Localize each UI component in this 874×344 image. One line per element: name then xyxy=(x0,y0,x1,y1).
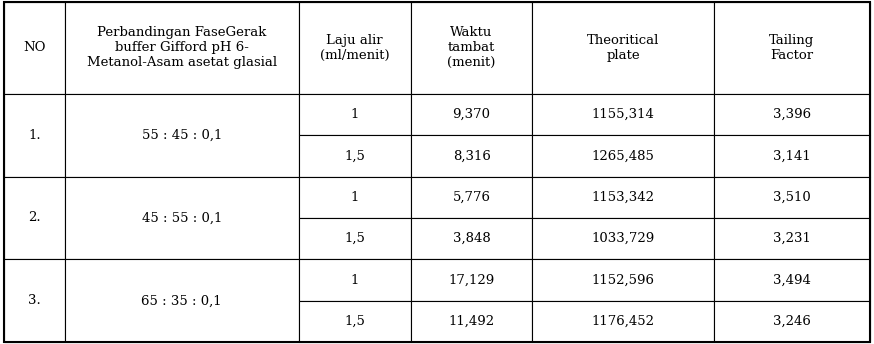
Bar xyxy=(65,259,299,342)
Text: 3.: 3. xyxy=(28,294,41,307)
Bar xyxy=(299,2,411,94)
Bar xyxy=(532,301,714,342)
Text: 1: 1 xyxy=(350,191,359,204)
Text: 3,396: 3,396 xyxy=(773,108,811,121)
Text: 3,231: 3,231 xyxy=(773,232,811,245)
Bar xyxy=(532,176,714,218)
Text: 1033,729: 1033,729 xyxy=(592,232,655,245)
Bar xyxy=(411,301,532,342)
Bar xyxy=(714,218,870,259)
Bar xyxy=(714,259,870,301)
Bar xyxy=(299,135,411,176)
Text: 8,316: 8,316 xyxy=(453,149,490,162)
Text: 1,5: 1,5 xyxy=(344,232,365,245)
Text: 45 : 55 : 0,1: 45 : 55 : 0,1 xyxy=(142,212,222,225)
Bar xyxy=(714,135,870,176)
Bar xyxy=(532,94,714,135)
Text: 1152,596: 1152,596 xyxy=(592,273,655,287)
Text: 5,776: 5,776 xyxy=(453,191,490,204)
Bar xyxy=(532,2,714,94)
Bar xyxy=(299,301,411,342)
Text: Laju alir
(ml/menit): Laju alir (ml/menit) xyxy=(320,34,390,62)
Text: Theoritical
plate: Theoritical plate xyxy=(586,34,659,62)
Text: 1153,342: 1153,342 xyxy=(592,191,655,204)
Bar xyxy=(299,176,411,218)
Text: 3,141: 3,141 xyxy=(773,149,810,162)
Bar xyxy=(4,176,65,259)
Bar xyxy=(411,259,532,301)
Text: 2.: 2. xyxy=(28,212,41,225)
Text: 1: 1 xyxy=(350,108,359,121)
Bar xyxy=(411,135,532,176)
Text: 3,246: 3,246 xyxy=(773,315,811,328)
Text: Tailing
Factor: Tailing Factor xyxy=(769,34,815,62)
Bar xyxy=(299,218,411,259)
Bar xyxy=(714,2,870,94)
Text: 3,510: 3,510 xyxy=(773,191,810,204)
Text: 1265,485: 1265,485 xyxy=(592,149,655,162)
Bar xyxy=(532,218,714,259)
Bar xyxy=(411,94,532,135)
Bar xyxy=(65,94,299,176)
Bar xyxy=(4,2,65,94)
Bar xyxy=(411,176,532,218)
Bar xyxy=(532,135,714,176)
Bar xyxy=(714,94,870,135)
Text: 1176,452: 1176,452 xyxy=(592,315,655,328)
Text: 11,492: 11,492 xyxy=(448,315,495,328)
Text: 9,370: 9,370 xyxy=(453,108,490,121)
Bar xyxy=(65,176,299,259)
Bar xyxy=(714,176,870,218)
Text: 65 : 35 : 0,1: 65 : 35 : 0,1 xyxy=(142,294,222,307)
Text: 3,848: 3,848 xyxy=(453,232,490,245)
Text: NO: NO xyxy=(24,41,46,54)
Text: 1.: 1. xyxy=(28,129,41,142)
Text: 1: 1 xyxy=(350,273,359,287)
Text: 1155,314: 1155,314 xyxy=(592,108,655,121)
Bar xyxy=(532,259,714,301)
Text: 1,5: 1,5 xyxy=(344,315,365,328)
Text: 3,494: 3,494 xyxy=(773,273,811,287)
Bar xyxy=(411,218,532,259)
Bar xyxy=(4,94,65,176)
Bar xyxy=(65,2,299,94)
Bar xyxy=(411,2,532,94)
Bar xyxy=(299,94,411,135)
Text: Waktu
tambat
(menit): Waktu tambat (menit) xyxy=(447,26,496,69)
Bar xyxy=(299,259,411,301)
Bar xyxy=(4,259,65,342)
Text: 1,5: 1,5 xyxy=(344,149,365,162)
Text: 55 : 45 : 0,1: 55 : 45 : 0,1 xyxy=(142,129,222,142)
Text: Perbandingan FaseGerak
buffer Gifford pH 6-
Metanol-Asam asetat glasial: Perbandingan FaseGerak buffer Gifford pH… xyxy=(87,26,277,69)
Bar xyxy=(714,301,870,342)
Text: 17,129: 17,129 xyxy=(448,273,495,287)
